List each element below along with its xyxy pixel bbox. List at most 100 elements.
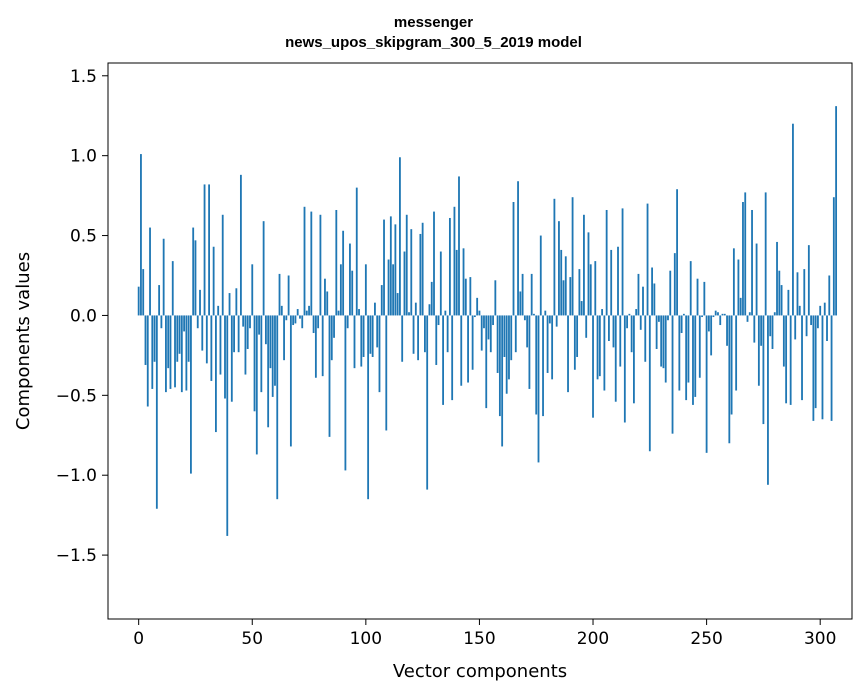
bar-194 xyxy=(578,269,581,316)
bar-116 xyxy=(401,315,404,362)
bar-287 xyxy=(789,315,792,405)
bar-307 xyxy=(835,106,838,316)
bar-152 xyxy=(483,315,485,329)
bar-229 xyxy=(657,315,660,322)
bar-43 xyxy=(235,288,238,316)
bar-186 xyxy=(560,249,563,316)
bar-249 xyxy=(703,281,706,316)
bar-120 xyxy=(410,229,413,316)
bar-178 xyxy=(542,315,544,417)
bar-304 xyxy=(828,275,831,316)
bar-303 xyxy=(826,315,828,341)
bar-295 xyxy=(807,245,810,316)
bar-29 xyxy=(203,184,206,316)
bar-70 xyxy=(296,309,299,316)
bar-282 xyxy=(778,270,781,316)
bar-60 xyxy=(274,315,276,386)
bar-264 xyxy=(737,259,740,316)
bar-0 xyxy=(137,286,140,316)
bar-98 xyxy=(360,315,363,367)
bar-105 xyxy=(376,315,379,348)
bar-9 xyxy=(158,285,161,316)
bar-162 xyxy=(505,315,508,394)
bar-133 xyxy=(439,251,442,316)
y-tick-label: −0.5 xyxy=(56,386,97,406)
bar-131 xyxy=(435,315,438,365)
bar-252 xyxy=(710,315,713,356)
bar-20 xyxy=(183,315,186,332)
bar-236 xyxy=(673,253,676,316)
bar-51 xyxy=(253,315,256,412)
bar-71 xyxy=(299,315,301,319)
bar-47 xyxy=(244,315,247,375)
bar-208 xyxy=(610,249,613,316)
bar-77 xyxy=(312,315,315,334)
bar-297 xyxy=(812,315,815,421)
bar-189 xyxy=(567,315,569,393)
bar-111 xyxy=(389,216,392,316)
bar-91 xyxy=(344,315,347,471)
bar-150 xyxy=(478,310,481,316)
bar-210 xyxy=(614,315,617,402)
bar-187 xyxy=(562,280,565,316)
bar-171 xyxy=(526,315,529,348)
bar-158 xyxy=(496,315,499,373)
bar-46 xyxy=(242,315,245,327)
bar-240 xyxy=(682,313,685,316)
bar-17 xyxy=(176,315,179,362)
bar-260 xyxy=(728,315,731,444)
bar-238 xyxy=(678,315,681,391)
bar-139 xyxy=(453,206,456,316)
bar-140 xyxy=(455,249,458,316)
bar-106 xyxy=(378,315,381,393)
bar-135 xyxy=(444,310,447,316)
bar-242 xyxy=(687,315,690,383)
bar-261 xyxy=(730,315,733,415)
bar-114 xyxy=(396,293,399,316)
bar-149 xyxy=(476,297,479,316)
bar-235 xyxy=(671,315,674,434)
bar-274 xyxy=(760,315,763,346)
bar-247 xyxy=(698,315,701,378)
bar-188 xyxy=(564,256,567,316)
bar-69 xyxy=(294,315,297,324)
bar-293 xyxy=(803,269,806,316)
bar-205 xyxy=(603,315,606,391)
bar-74 xyxy=(305,310,308,316)
bar-45 xyxy=(239,174,242,316)
bar-219 xyxy=(635,309,638,316)
bar-104 xyxy=(374,302,376,316)
bar-118 xyxy=(405,214,408,316)
bar-134 xyxy=(442,315,444,405)
x-axis-label: Vector components xyxy=(393,661,567,682)
y-axis-ticks: −1.5 −1.0 −0.5 0.0 0.5 1.0 1.5 xyxy=(56,67,108,566)
bar-95 xyxy=(353,315,356,369)
bar-239 xyxy=(680,315,683,334)
x-tick-label: 100 xyxy=(350,629,382,649)
bar-216 xyxy=(628,313,631,316)
bar-296 xyxy=(810,315,813,326)
bar-181 xyxy=(548,315,551,324)
bar-58 xyxy=(269,315,272,369)
bar-44 xyxy=(237,315,240,353)
bar-221 xyxy=(639,315,642,330)
bar-6 xyxy=(151,315,154,389)
bar-225 xyxy=(648,315,651,452)
bar-53 xyxy=(258,315,260,335)
bar-8 xyxy=(155,315,158,509)
bar-197 xyxy=(585,315,588,338)
bar-145 xyxy=(467,315,469,383)
bar-86 xyxy=(333,315,335,338)
bar-280 xyxy=(773,312,776,316)
bar-190 xyxy=(569,277,572,316)
bar-222 xyxy=(642,286,644,316)
bar-92 xyxy=(346,315,349,329)
bar-23 xyxy=(190,315,192,474)
bar-94 xyxy=(351,270,354,316)
bar-52 xyxy=(255,315,258,455)
bar-220 xyxy=(637,273,640,316)
bar-112 xyxy=(392,264,395,316)
bar-54 xyxy=(260,315,263,393)
bar-153 xyxy=(485,315,488,409)
bar-129 xyxy=(430,281,433,316)
